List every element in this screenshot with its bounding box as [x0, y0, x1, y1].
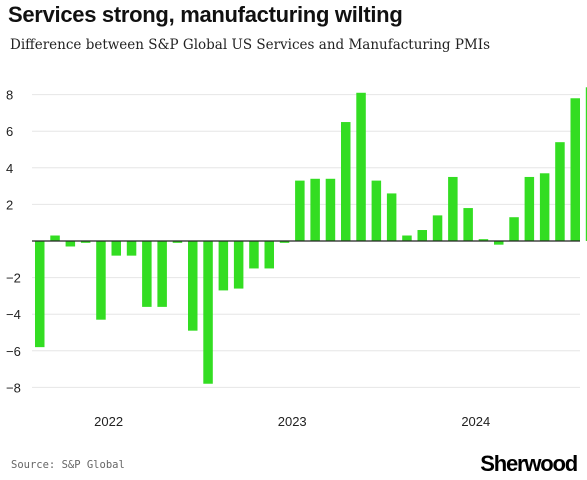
bar [233, 241, 244, 289]
y-tick-label: 8 [6, 88, 13, 103]
x-year-label: 2022 [94, 414, 123, 429]
bar [509, 217, 519, 241]
bar [96, 241, 106, 320]
bar [325, 178, 336, 241]
bar [50, 235, 60, 241]
bar [35, 241, 45, 348]
bar [310, 178, 320, 241]
y-tick-label: −6 [6, 344, 21, 359]
bar [157, 241, 167, 307]
bar [463, 208, 473, 241]
source-note: Source: S&P Global [11, 459, 125, 471]
bar [417, 230, 427, 241]
bar [80, 241, 91, 243]
bar [279, 241, 290, 243]
bar [432, 215, 443, 241]
bar [494, 241, 504, 245]
bar [478, 239, 489, 241]
bar [356, 92, 366, 242]
bar [539, 173, 550, 241]
bar [264, 241, 274, 269]
y-tick-label: −2 [6, 271, 21, 286]
bar [570, 98, 580, 241]
chart-subtitle: Difference between S&P Global US Service… [10, 37, 490, 53]
bar [402, 235, 412, 241]
x-year-labels: 2022 2023 2024 [94, 414, 490, 429]
bar [585, 87, 587, 241]
bar [371, 180, 382, 241]
bar [142, 241, 152, 307]
x-year-label: 2024 [461, 414, 490, 429]
y-tick-label: 6 [6, 124, 13, 139]
chart-title: Services strong, manufacturing wilting [8, 2, 403, 27]
sherwood-logo: Sherwood [480, 451, 578, 476]
bar [188, 241, 198, 331]
y-tick-label: 2 [6, 197, 13, 212]
bar [172, 241, 183, 243]
bar [341, 122, 351, 241]
bar [448, 176, 458, 241]
bar [111, 241, 121, 256]
x-year-label: 2023 [278, 414, 307, 429]
y-tick-label: −8 [6, 380, 21, 395]
bar [126, 241, 137, 256]
bar [218, 241, 229, 291]
bar [555, 142, 565, 241]
bar [524, 176, 535, 241]
y-tick-label: −4 [6, 307, 21, 322]
bar [295, 180, 305, 241]
y-tick-labels: −8 −6 −4 −2 2 4 6 8 [6, 88, 21, 396]
bar [203, 241, 213, 384]
bar [249, 241, 259, 269]
bar [65, 241, 76, 247]
bars [35, 87, 587, 384]
y-tick-label: 4 [6, 161, 13, 176]
bar [386, 193, 397, 241]
gridlines [32, 94, 580, 388]
